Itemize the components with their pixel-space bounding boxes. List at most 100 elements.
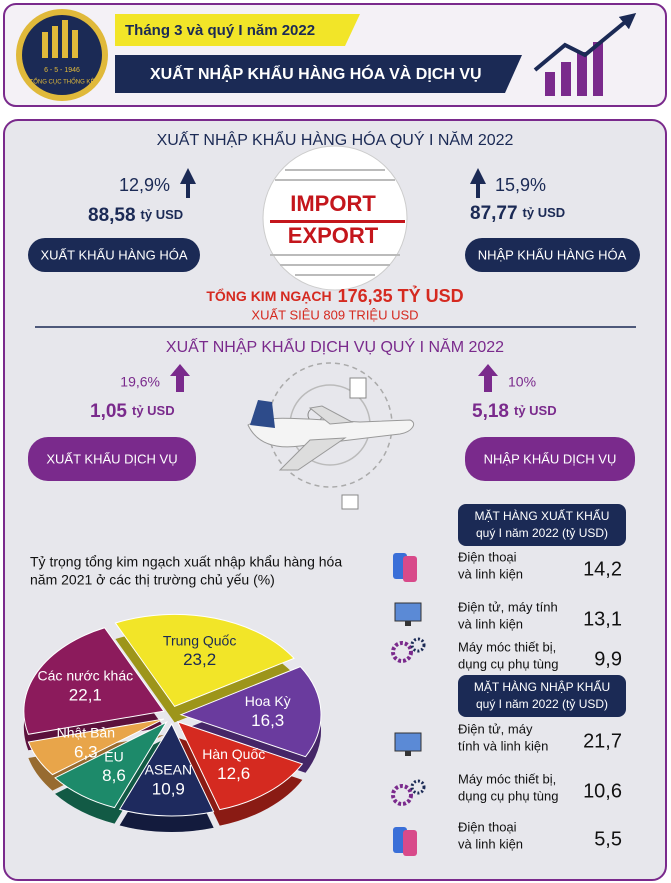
item-value: 14,2 [583,558,622,580]
item-name: dụng cụ phụ tùng [458,788,558,803]
word-cloud [270,169,400,276]
section-title: XUẤT NHẬP KHẨU HÀNG HÓA QUÝ I NĂM 2022 [157,130,514,149]
logo-text: 6 - 5 - 1946 [44,67,80,74]
pill-label: NHẬP KHẨU HÀNG HÓA [478,247,627,262]
title-banner [115,55,522,93]
item-name: Điện tử, máy tính [458,599,558,614]
pill [465,238,640,272]
pill-label: NHẬP KHẨU DỊCH VỤ [484,451,617,466]
pie-slice [118,722,215,817]
value: 88,58 tỷ USD [88,205,183,226]
value-unit: tỷ USD [514,403,557,418]
item-name: Máy móc thiết bị, [458,771,556,786]
pie-title: năm 2021 ở các thị trường chủ yếu (%) [30,572,275,588]
value-unit: tỷ USD [523,205,566,220]
value-number: 88,58 [88,205,136,226]
trade-image [262,145,408,291]
pie-slice [23,627,165,735]
image-rule [270,220,405,223]
item-value: 10,6 [583,780,622,802]
slice-label: Trung Quốc [163,632,236,648]
phone-icon [393,553,417,582]
up-arrow [478,364,498,392]
slice-value: 8,6 [102,766,126,785]
slice-label: EU [104,748,123,764]
item-name: Điện tử, máy [458,721,533,736]
slice-label: Hoa Kỳ [245,693,291,709]
monitor-icon [394,602,422,626]
pill-label: XUẤT KHẨU DỊCH VỤ [46,451,177,466]
slice-value: 12,6 [217,764,250,783]
plane-graphic [247,362,415,510]
item-name: và linh kiện [458,616,523,631]
slice-value: 23,2 [183,650,216,669]
phone-icon [393,827,417,856]
item-name: tính và linh kiện [458,738,548,753]
slice-value: 16,3 [251,711,284,730]
pie-slice [176,721,304,811]
pill [28,437,196,481]
item-value: 5,5 [594,828,622,850]
total-value: 176,35 TỶ USD [338,285,464,306]
list-header [458,504,626,546]
slice-label: ASEAN [145,762,192,778]
value-number: 87,77 [470,203,518,224]
up-arrow [170,364,190,392]
item-name: và linh kiện [458,566,523,581]
image-word: EXPORT [288,223,379,248]
gear-icon [391,637,426,663]
item-value: 21,7 [583,730,622,752]
pill [465,437,635,481]
pie-slice [114,613,295,707]
slice-value: 6,3 [74,742,98,761]
slice-value: 22,1 [69,685,102,704]
image-word: IMPORT [290,191,376,216]
pie-slice [54,720,168,809]
pie-slice [179,666,322,758]
monitor-icon [394,732,422,756]
list-title: MẶT HÀNG XUẤT KHẨU [475,508,610,523]
value-number: 5,18 [472,401,509,422]
change: 15,9% [495,175,546,195]
value: 5,18 tỷ USD [472,401,557,422]
item-name: và linh kiện [458,836,523,851]
value-unit: tỷ USD [132,403,175,418]
item-name: Điện thoại [458,819,517,834]
pill [28,238,200,272]
pie-slice [27,718,165,776]
item-value: 9,9 [594,648,622,670]
value-number: 1,05 [90,401,127,422]
change: 19,6% [120,374,160,390]
list-header [458,675,626,717]
date-banner [115,14,360,46]
value: 87,77 tỷ USD [470,203,565,224]
surplus: XUẤT SIÊU 809 TRIỆU USD [251,307,418,322]
item-value: 13,1 [583,608,622,630]
list-title: quý I năm 2022 (tỷ USD) [476,526,608,540]
pie-chart: Trung Quốc 23,2 Hoa Kỳ 16,3 Hàn Quốc 12,6 ASEA… [23,613,322,832]
slice-value: 10,9 [152,779,185,798]
gear-icon [391,779,426,806]
slice-label: Nhật Bản [57,725,115,741]
item-name: Máy móc thiết bị, [458,639,556,654]
list-title: quý I năm 2022 (tỷ USD) [476,697,608,711]
pill-label: XUẤT KHẨU HÀNG HÓA [40,247,187,262]
date-text: Tháng 3 và quý I năm 2022 [125,22,315,39]
pie-title: Tỷ trọng tổng kim ngạch xuất nhập khẩu h… [30,554,342,570]
value: 1,05 tỷ USD [90,401,175,422]
item-name: dụng cụ phụ tùng [458,656,558,671]
total-label: TỔNG KIM NGẠCH [206,287,331,304]
slice-label: Các nước khác [38,668,134,684]
logo-text: TỔNG CỤC THỐNG KÊ [30,78,95,86]
total: TỔNG KIM NGẠCH 176,35 TỶ USD [206,285,463,306]
growth-icon [533,12,637,96]
page-title: XUẤT NHẬP KHẨU HÀNG HÓA VÀ DỊCH VỤ [150,64,482,83]
item-name: Điện thoại [458,549,517,564]
change: 12,9% [119,175,170,195]
slice-label: Hàn Quốc [202,746,265,762]
change: 10% [508,374,536,390]
value-unit: tỷ USD [141,207,184,222]
logo-bars [42,20,78,58]
section-title: XUẤT NHẬP KHẨU DỊCH VỤ QUÝ I NĂM 2022 [166,337,504,356]
